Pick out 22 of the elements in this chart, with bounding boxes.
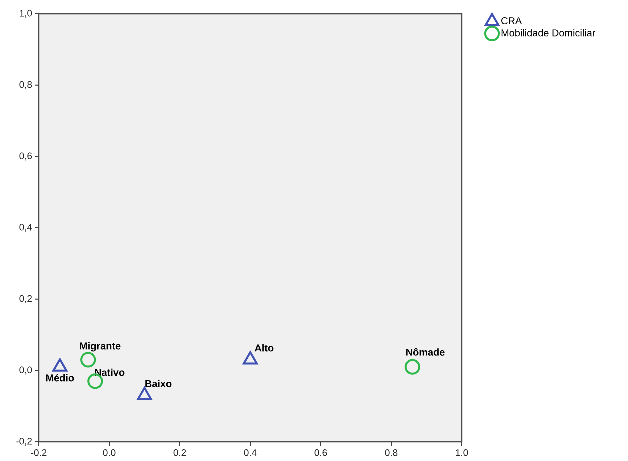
x-tick-label: 0.8 <box>385 450 398 456</box>
legend-label: Mobilidade Domiciliar <box>502 29 596 37</box>
annotation: Alto <box>254 344 274 352</box>
y-tick-label: 0,4 <box>20 224 32 232</box>
x-tick-label: -0.2 <box>31 450 47 456</box>
x-tick-label: 0.0 <box>103 450 116 456</box>
x-tick-label: 0.4 <box>244 450 257 456</box>
annotation: Migrante <box>80 342 121 352</box>
y-tick-label: -0,2 <box>16 438 32 446</box>
y-tick-label: 0,2 <box>20 295 32 304</box>
x-tick-label: 0.2 <box>174 450 186 456</box>
annotation: Nativo <box>95 368 125 376</box>
annotation: Nômade <box>406 348 445 356</box>
x-tick-label: 0.6 <box>314 450 328 456</box>
x-tick-label: 1.0 <box>456 450 468 456</box>
annotation: Médio <box>46 374 74 382</box>
y-tick-label: 0,6 <box>20 152 32 161</box>
y-tick-label: 0,0 <box>20 366 32 375</box>
y-tick-label: 0,8 <box>20 81 32 90</box>
annotation: Baixo <box>146 380 172 388</box>
legend-label: CRA <box>502 17 522 25</box>
y-tick-label: 1,0 <box>20 10 32 18</box>
